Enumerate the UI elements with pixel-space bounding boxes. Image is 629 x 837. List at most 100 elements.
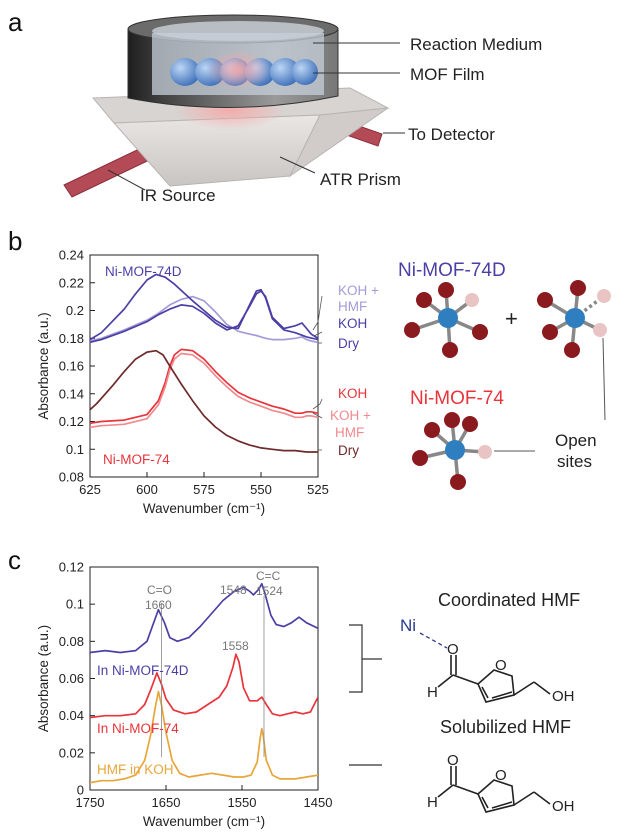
chart-c-ytick-label: 0.1 [66,597,84,612]
chart-c-frame [89,566,319,791]
panel-b: b 0.08 0.1 0.12 0.14 0.16 0.18 0.2 0.22 0.24 625 6… [8,226,611,516]
chart-b-series-line-4 [90,352,318,429]
panel-a-letter: a [8,7,23,37]
reaction-cell [127,14,339,109]
chart-c-ytick-label: 0.02 [59,745,84,760]
chart-b-ytick-label: 0.22 [59,275,84,290]
chart-b-series-label-dry: Dry [338,443,359,458]
callout-mof-film: MOF Film [410,65,485,84]
chart-b-ytick-label: 0.12 [59,414,84,429]
coord-oh: OH [552,688,575,705]
chart-c: 0 0.02 0.04 0.06 0.08 0.1 0.12 1750 1650 1550 1450… [36,560,332,830]
coord-h: H [427,684,438,701]
chart-b-xtick-label: 550 [250,482,272,497]
ni-center-structure-2 [537,280,611,358]
chart-b-ytick-label: 0.18 [59,331,84,346]
chart-b-ytick-label: 0.16 [59,359,84,374]
panel-b-letter: b [8,226,22,256]
chart-b-xtick-label: 575 [193,482,215,497]
panel-a: a [8,7,542,205]
chart-b-ylabel: Absorbance (a.u.) [36,312,51,419]
annot-c-c: C=C [256,569,281,583]
chart-b-xlabel: Wavenumber (cm⁻¹) [143,501,265,516]
chart-c-xtick-label: 1750 [76,795,105,810]
annot-1524: 1524 [256,584,283,598]
chart-b-series-group [90,273,318,453]
chart-c-xtick-label: 1650 [152,795,181,810]
chart-c-reference-lines [161,596,265,757]
chart-b-xtick-label: 600 [136,482,158,497]
ni-coordination-bond [419,632,448,649]
sol-o-carbonyl: O [447,752,459,769]
chart-b-series-line-0 [90,295,318,344]
callout-atr-prism: ATR Prism [320,170,401,189]
chart-c-series-line-2 [90,690,318,784]
plus-sign: + [505,306,518,331]
hmf-molecule-solubilized [437,766,551,813]
panel-c-letter: c [8,545,21,575]
ni-center-structure-3 [412,412,492,490]
chart-b-series-line-2 [90,273,318,341]
callout-reaction-medium: Reaction Medium [410,35,542,54]
mof-film [170,50,318,90]
annot-1548: 1548 [220,583,247,597]
chart-b-leader-lines [312,295,323,451]
annot-1660: 1660 [145,598,172,612]
chart-b-series-label-koh-hmf-d-line2: HMF [338,299,367,314]
chart-b-xtick-label: 525 [307,482,329,497]
sol-h: H [427,794,438,811]
callout-to-detector: To Detector [408,125,495,144]
chart-c-ytick-label: 0 [77,783,84,798]
open-sites-leaders [494,337,606,452]
annot-c-o: C=O [147,583,172,597]
ni-label: Ni [400,616,416,635]
chart-b-xtick-label: 625 [79,482,101,497]
chart-c-ylabel: Absorbance (a.u.) [36,625,51,732]
chart-b-series-label-koh-hmf-d-line1: KOH + [338,283,379,298]
panel-c: c 0 0.02 0.04 0.06 0.08 0.1 0.12 1750 1650 1550 14… [8,545,580,829]
chart-b-ytick-label: 0.08 [59,470,84,485]
chart-c-ytick-label: 0.06 [59,671,84,686]
chart-c-ytick-label: 0.12 [59,560,84,575]
mol-title-solubilized: Solubilized HMF [440,717,571,737]
sol-o-ring: O [495,767,507,784]
ni-center-structure-1 [404,282,488,358]
chart-b-series-label-dry-d: Dry [338,336,359,351]
chart-b: 0.08 0.1 0.12 0.14 0.16 0.18 0.2 0.22 0.24 625 600… [36,248,329,517]
chart-c-ytick-label: 0.08 [59,634,84,649]
chart-c-series-line-1 [90,653,318,719]
chart-b-series-line-1 [90,290,318,344]
callout-ir-source: IR Source [140,186,216,205]
chart-c-xtick-label: 1550 [228,795,257,810]
chart-c-series-label-hmf-koh: HMF in KOH [97,762,174,777]
chart-b-series-line-3 [90,348,318,425]
chart-b-frame [89,254,319,478]
chart-b-series-label-koh-hmf-line1: KOH + [330,408,371,423]
chart-b-group-label: Ni-MOF-74 [103,452,170,467]
chart-c-series-group [90,582,318,784]
chart-b-series-line-5 [90,349,318,453]
chart-b-ytick-label: 0.2 [66,303,84,318]
struct-title: Ni-MOF-74 [410,388,504,409]
sol-oh: OH [552,798,575,815]
annot-1558: 1558 [222,639,249,653]
open-sites-label-line2: sites [557,452,592,471]
struct-title-d: Ni-MOF-74D [398,260,506,281]
chart-b-ytick-label: 0.24 [59,248,84,263]
chart-b-series-label-koh-hmf-line2: HMF [335,425,364,440]
hmf-brackets [349,624,382,766]
coord-o-ring: O [495,657,507,674]
chart-c-ytick-label: 0.04 [59,708,84,723]
chart-c-series-label-mof74: In Ni-MOF-74 [97,721,179,736]
chart-c-series-label-mof74d: In Ni-MOF-74D [97,663,189,678]
open-sites-label-line1: Open [555,431,597,450]
chart-b-ytick-label: 0.14 [59,386,84,401]
chart-b-series-label-koh: KOH [338,386,367,401]
chart-b-ytick-label: 0.1 [66,442,84,457]
hmf-molecule-coordinated [437,655,551,703]
coord-o-carbonyl: O [447,641,459,658]
chart-b-group-label-d: Ni-MOF-74D [105,264,182,279]
chart-c-series-line-0 [90,582,318,654]
mol-title-coordinated: Coordinated HMF [438,590,580,610]
